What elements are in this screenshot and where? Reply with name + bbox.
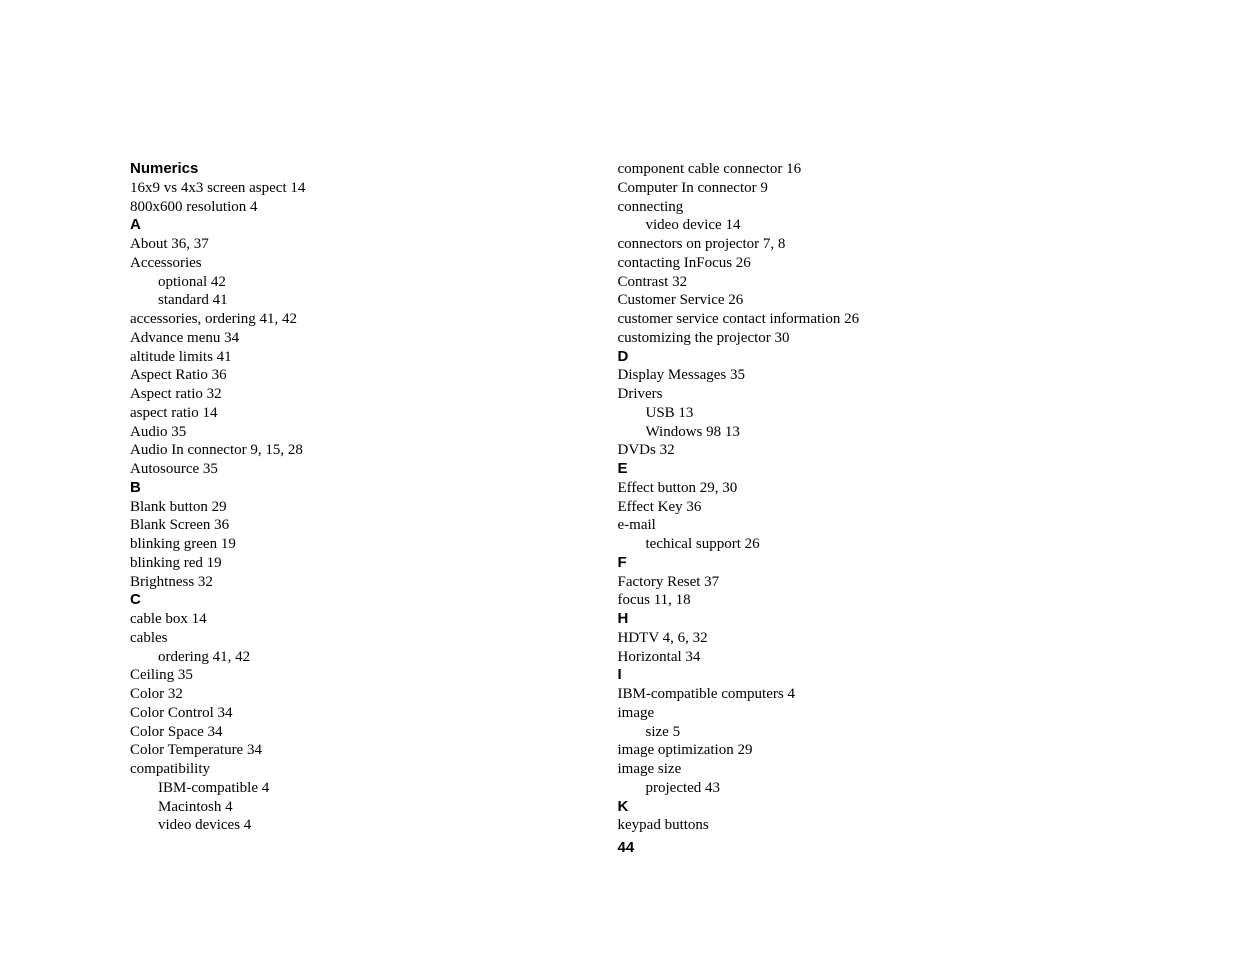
index-subentry: IBM-compatible 4 (130, 779, 618, 798)
index-entry: 16x9 vs 4x3 screen aspect 14 (130, 179, 618, 198)
index-entry: Effect Key 36 (618, 498, 1106, 517)
index-entry: Color Control 34 (130, 704, 618, 723)
index-entry: component cable connector 16 (618, 160, 1106, 179)
index-entry: Color Temperature 34 (130, 741, 618, 760)
index-entry: Aspect Ratio 36 (130, 366, 618, 385)
index-entry: blinking green 19 (130, 535, 618, 554)
index-columns: Numerics16x9 vs 4x3 screen aspect 14800x… (130, 160, 1105, 858)
index-entry: contacting InFocus 26 (618, 254, 1106, 273)
index-subentry: projected 43 (618, 779, 1106, 798)
index-entry: altitude limits 41 (130, 348, 618, 367)
index-entry: keypad buttons (618, 816, 1106, 835)
index-entry: Blank button 29 (130, 498, 618, 517)
index-entry: Autosource 35 (130, 460, 618, 479)
index-subentry: video device 14 (618, 216, 1106, 235)
index-column-right: component cable connector 16Computer In … (618, 160, 1106, 858)
index-subentry: USB 13 (618, 404, 1106, 423)
index-entry: Accessories (130, 254, 618, 273)
index-entry: Computer In connector 9 (618, 179, 1106, 198)
index-entry: Color 32 (130, 685, 618, 704)
index-entry: aspect ratio 14 (130, 404, 618, 423)
index-entry: Customer Service 26 (618, 291, 1106, 310)
index-heading: Numerics (130, 160, 618, 179)
index-entry: About 36, 37 (130, 235, 618, 254)
index-entry: Advance menu 34 (130, 329, 618, 348)
index-subentry: Windows 98 13 (618, 423, 1106, 442)
index-entry: Color Space 34 (130, 723, 618, 742)
index-entry: cable box 14 (130, 610, 618, 629)
index-entry: Blank Screen 36 (130, 516, 618, 535)
index-entry: customizing the projector 30 (618, 329, 1106, 348)
index-entry: Audio 35 (130, 423, 618, 442)
index-entry: connecting (618, 198, 1106, 217)
index-column-left: Numerics16x9 vs 4x3 screen aspect 14800x… (130, 160, 618, 858)
index-entry: Effect button 29, 30 (618, 479, 1106, 498)
index-entry: cables (130, 629, 618, 648)
index-entry: connectors on projector 7, 8 (618, 235, 1106, 254)
index-entry: Factory Reset 37 (618, 573, 1106, 592)
index-entry: 800x600 resolution 4 (130, 198, 618, 217)
index-heading: I (618, 666, 1106, 685)
index-entry: Drivers (618, 385, 1106, 404)
index-heading: F (618, 554, 1106, 573)
index-heading: E (618, 460, 1106, 479)
index-entry: Audio In connector 9, 15, 28 (130, 441, 618, 460)
index-entry: image (618, 704, 1106, 723)
index-entry: customer service contact information 26 (618, 310, 1106, 329)
index-entry: Display Messages 35 (618, 366, 1106, 385)
index-entry: blinking red 19 (130, 554, 618, 573)
index-heading: A (130, 216, 618, 235)
index-entry: HDTV 4, 6, 32 (618, 629, 1106, 648)
index-entry: Contrast 32 (618, 273, 1106, 292)
index-entry: focus 11, 18 (618, 591, 1106, 610)
index-heading: K (618, 798, 1106, 817)
index-entry: IBM-compatible computers 4 (618, 685, 1106, 704)
page-number: 44 (618, 839, 1106, 858)
index-heading: D (618, 348, 1106, 367)
index-entry: compatibility (130, 760, 618, 779)
index-entry: Aspect ratio 32 (130, 385, 618, 404)
index-heading: C (130, 591, 618, 610)
index-entry: Brightness 32 (130, 573, 618, 592)
index-entry: Horizontal 34 (618, 648, 1106, 667)
index-heading: H (618, 610, 1106, 629)
index-subentry: optional 42 (130, 273, 618, 292)
index-entry: image size (618, 760, 1106, 779)
index-subentry: techical support 26 (618, 535, 1106, 554)
index-page: Numerics16x9 vs 4x3 screen aspect 14800x… (130, 160, 1105, 858)
index-subentry: size 5 (618, 723, 1106, 742)
index-subentry: standard 41 (130, 291, 618, 310)
index-subentry: Macintosh 4 (130, 798, 618, 817)
index-entry: e-mail (618, 516, 1106, 535)
index-entry: accessories, ordering 41, 42 (130, 310, 618, 329)
index-subentry: video devices 4 (130, 816, 618, 835)
index-subentry: ordering 41, 42 (130, 648, 618, 667)
index-entry: image optimization 29 (618, 741, 1106, 760)
index-entry: Ceiling 35 (130, 666, 618, 685)
index-entry: DVDs 32 (618, 441, 1106, 460)
index-heading: B (130, 479, 618, 498)
